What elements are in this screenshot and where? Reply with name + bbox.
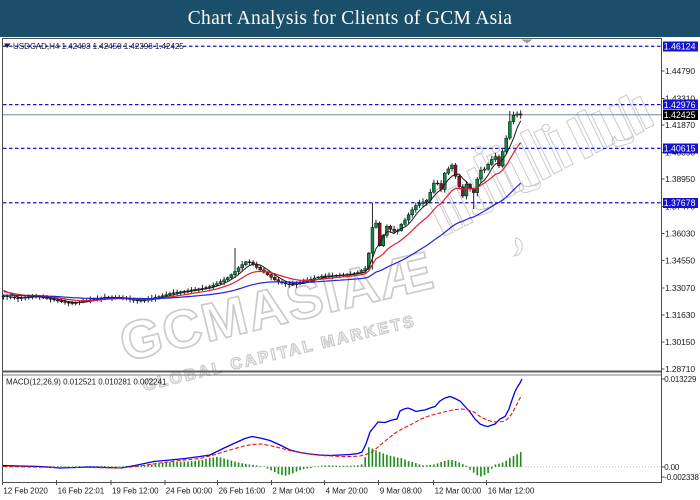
svg-text:1.42425: 1.42425 — [664, 110, 696, 120]
svg-text:16 Mar 12:00: 16 Mar 12:00 — [488, 487, 535, 496]
svg-text:16 Feb 22:01: 16 Feb 22:01 — [58, 487, 105, 496]
svg-text:12 Feb 2020: 12 Feb 2020 — [3, 487, 48, 496]
svg-text:1.34550: 1.34550 — [665, 256, 695, 266]
svg-text:-0.002338: -0.002338 — [664, 473, 699, 482]
svg-text:2 Mar 04:00: 2 Mar 04:00 — [272, 487, 315, 496]
svg-text:1.40615: 1.40615 — [664, 144, 696, 154]
svg-text:USDCAD,H4 1.42403 1.42450 1.42: USDCAD,H4 1.42403 1.42450 1.42398 1.4242… — [13, 42, 184, 51]
svg-text:0.013229: 0.013229 — [664, 375, 697, 384]
svg-text:1.42976: 1.42976 — [664, 100, 696, 110]
svg-text:1.36030: 1.36030 — [665, 228, 695, 238]
svg-text:1.43310: 1.43310 — [665, 93, 695, 103]
svg-text:9 Mar 08:00: 9 Mar 08:00 — [380, 487, 423, 496]
svg-text:1.37678: 1.37678 — [664, 198, 696, 208]
svg-text:24 Feb 00:00: 24 Feb 00:00 — [166, 487, 213, 496]
svg-text:1.44790: 1.44790 — [665, 66, 695, 76]
svg-text:26 Feb 16:00: 26 Feb 16:00 — [219, 487, 266, 496]
svg-text:1.30150: 1.30150 — [665, 337, 695, 347]
svg-text:19 Feb 12:00: 19 Feb 12:00 — [112, 487, 159, 496]
svg-text:1.33070: 1.33070 — [665, 283, 695, 293]
svg-text:MACD(12,26,9) 0.012521 0.01028: MACD(12,26,9) 0.012521 0.010281 0.002241 — [6, 378, 167, 387]
svg-text:1.46124: 1.46124 — [664, 42, 696, 52]
svg-text:1.31630: 1.31630 — [665, 310, 695, 320]
svg-text:1.38950: 1.38950 — [665, 174, 695, 184]
svg-text:1.41870: 1.41870 — [665, 120, 695, 130]
svg-text:Chart Analysis for Clients of: Chart Analysis for Clients of GCM Asia — [188, 8, 513, 29]
svg-text:0.00: 0.00 — [664, 463, 680, 472]
svg-text:4 Mar 20:00: 4 Mar 20:00 — [326, 487, 369, 496]
svg-text:12 Mar 00:00: 12 Mar 00:00 — [435, 487, 482, 496]
svg-text:1.28710: 1.28710 — [665, 364, 695, 374]
